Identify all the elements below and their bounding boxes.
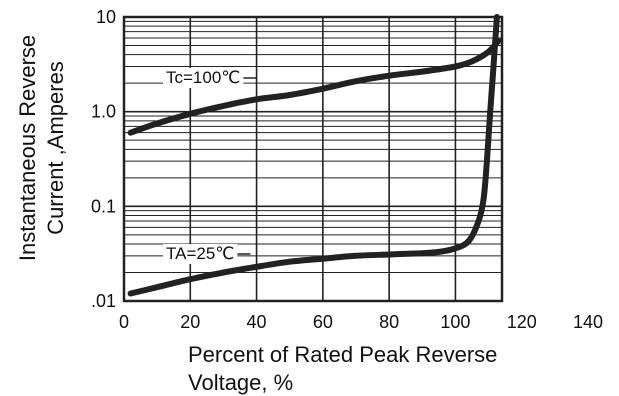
plot-frame	[122, 15, 504, 303]
y-tick-label: .01	[91, 291, 116, 311]
y-axis-title-line1: Instantaneous Reverse	[15, 35, 40, 261]
x-axis-title-line2: Voltage, %	[188, 370, 293, 395]
x-tick-label: 140	[573, 312, 603, 332]
x-tick-label: 120	[507, 312, 537, 332]
y-axis-ticks: .01 0.1 1.0 10	[91, 7, 116, 311]
series-label: TA=25℃	[166, 244, 234, 263]
y-tick-label: 0.1	[91, 196, 116, 216]
series-label-background	[163, 244, 238, 264]
x-tick-label: 40	[247, 312, 267, 332]
y-axis-title-line2: Current ,Amperes	[43, 61, 68, 235]
curve-tc-100c	[127, 37, 502, 136]
x-axis-ticks: 0 20 40 60 80 100 120 140	[119, 312, 603, 332]
curves	[127, 14, 502, 297]
x-tick-label: 60	[313, 312, 333, 332]
y-tick-label: 1.0	[91, 102, 116, 122]
series-label-background	[163, 68, 244, 88]
series-label: Tc=100℃	[166, 68, 240, 87]
curve-ta-25c	[127, 14, 500, 297]
x-tick-label: 0	[119, 312, 129, 332]
x-tick-label: 100	[440, 312, 470, 332]
series-labels: Tc=100℃ TA=25℃	[163, 68, 257, 264]
y-tick-label: 10	[96, 7, 116, 27]
x-tick-label: 20	[180, 312, 200, 332]
grid	[124, 17, 502, 301]
x-axis-title-line1: Percent of Rated Peak Reverse	[188, 342, 497, 367]
x-tick-label: 80	[379, 312, 399, 332]
